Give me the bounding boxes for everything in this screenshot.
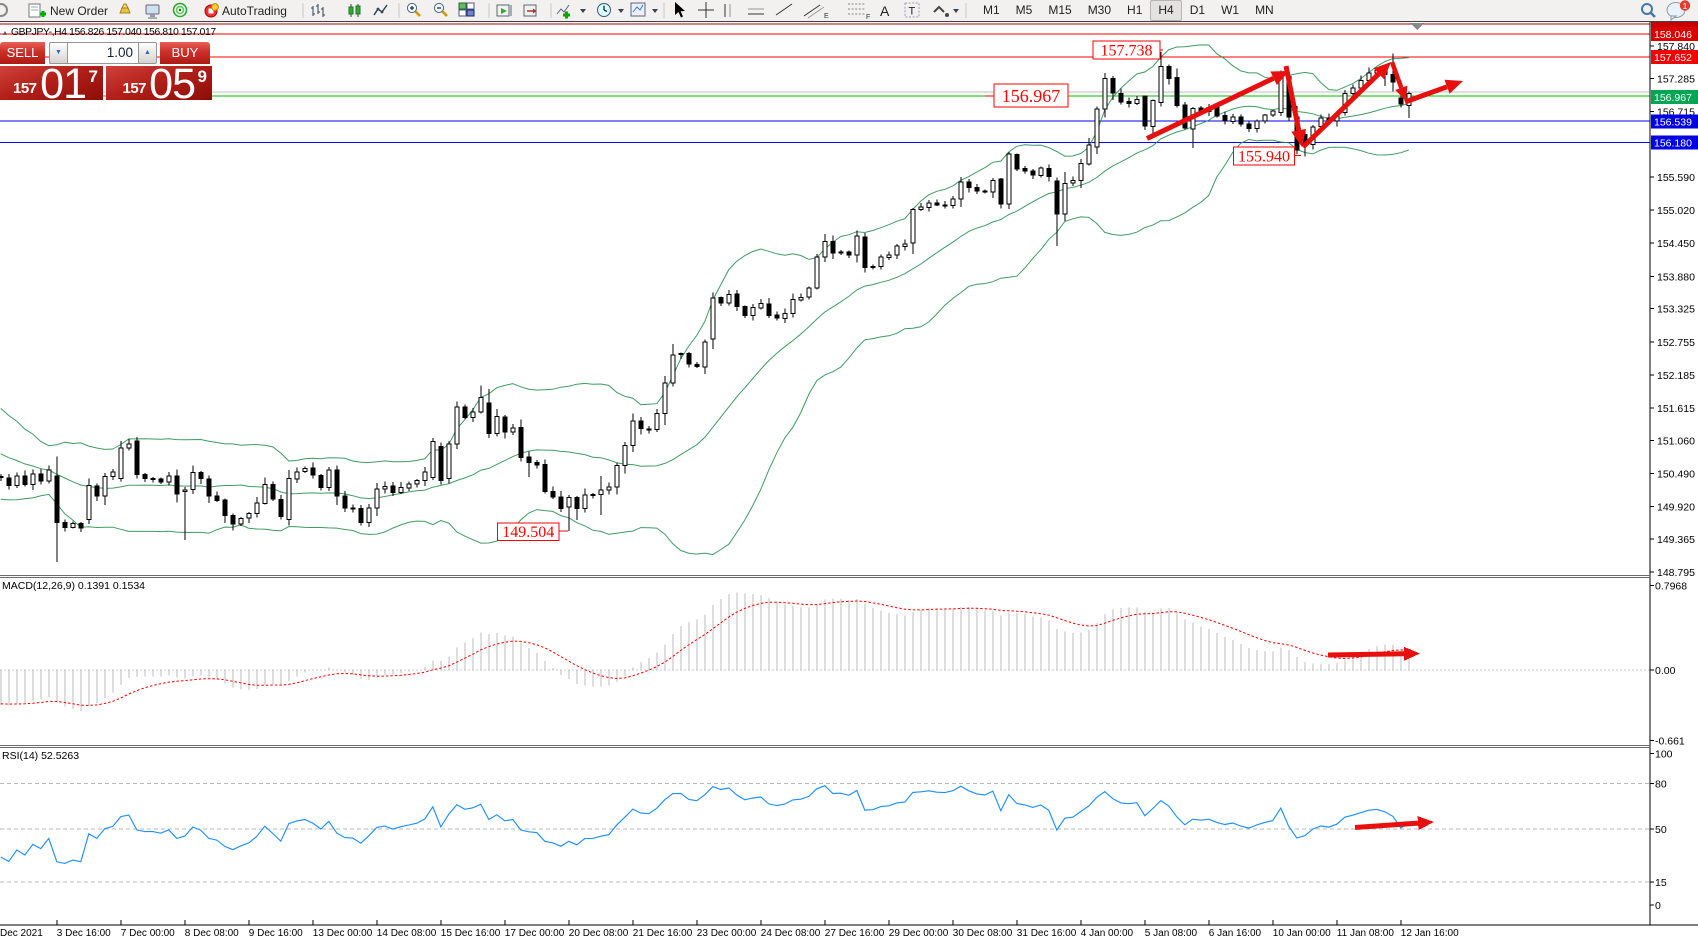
svg-text:27 Dec 16:00: 27 Dec 16:00 xyxy=(825,928,885,939)
svg-text:30 Dec 08:00: 30 Dec 08:00 xyxy=(953,928,1013,939)
svg-text:156.967: 156.967 xyxy=(1002,86,1061,106)
svg-text:100: 100 xyxy=(1655,748,1673,760)
svg-text:E: E xyxy=(824,13,829,20)
svg-text:149.504: 149.504 xyxy=(502,524,554,541)
svg-text:156.539: 156.539 xyxy=(1654,117,1692,129)
svg-text:A: A xyxy=(880,3,890,19)
svg-text:GBPJPY-,H4 156.826 157.040 15: GBPJPY-,H4 156.826 157.040 156.810 157.0… xyxy=(11,27,216,38)
svg-text:New Order: New Order xyxy=(50,4,108,18)
svg-text:158.046: 158.046 xyxy=(1654,29,1692,41)
svg-text:24 Dec 08:00: 24 Dec 08:00 xyxy=(761,928,821,939)
svg-text:Dec 2021: Dec 2021 xyxy=(0,928,43,939)
svg-text:151.060: 151.060 xyxy=(1657,435,1695,447)
svg-text:152.185: 152.185 xyxy=(1657,370,1695,382)
svg-text:11 Jan 08:00: 11 Jan 08:00 xyxy=(1337,928,1395,939)
svg-text:31 Dec 16:00: 31 Dec 16:00 xyxy=(1017,928,1077,939)
svg-text:0: 0 xyxy=(1655,900,1661,912)
svg-text:▴: ▴ xyxy=(3,28,7,37)
svg-text:21 Dec 16:00: 21 Dec 16:00 xyxy=(633,928,693,939)
svg-text:5 Jan 08:00: 5 Jan 08:00 xyxy=(1145,928,1198,939)
svg-text:0.00: 0.00 xyxy=(1655,665,1676,677)
svg-text:4 Jan 00:00: 4 Jan 00:00 xyxy=(1081,928,1134,939)
svg-text:9 Dec 16:00: 9 Dec 16:00 xyxy=(249,928,303,939)
svg-text:13 Dec 00:00: 13 Dec 00:00 xyxy=(313,928,373,939)
svg-text:1: 1 xyxy=(1683,1,1688,11)
svg-text:10 Jan 00:00: 10 Jan 00:00 xyxy=(1273,928,1331,939)
svg-text:15: 15 xyxy=(1655,877,1667,889)
svg-text:151.615: 151.615 xyxy=(1657,403,1695,415)
svg-text:15 Dec 16:00: 15 Dec 16:00 xyxy=(441,928,501,939)
svg-text:149.365: 149.365 xyxy=(1657,534,1695,546)
svg-text:156.180: 156.180 xyxy=(1654,138,1692,150)
svg-text:50: 50 xyxy=(1655,824,1667,836)
svg-text:153.325: 153.325 xyxy=(1657,304,1695,316)
svg-text:29 Dec 00:00: 29 Dec 00:00 xyxy=(889,928,949,939)
svg-text:149.920: 149.920 xyxy=(1657,502,1695,514)
svg-text:80: 80 xyxy=(1655,779,1667,791)
svg-text:RSI(14) 52.5263: RSI(14) 52.5263 xyxy=(2,750,79,762)
svg-text:148.795: 148.795 xyxy=(1657,567,1695,579)
svg-text:157.738: 157.738 xyxy=(1101,43,1153,60)
svg-text:MACD(12,26,9) 0.1391 0.1534: MACD(12,26,9) 0.1391 0.1534 xyxy=(2,580,145,592)
svg-text:T: T xyxy=(909,6,916,18)
svg-text:20 Dec 08:00: 20 Dec 08:00 xyxy=(569,928,629,939)
svg-text:155.020: 155.020 xyxy=(1657,205,1695,217)
svg-text:-0.661: -0.661 xyxy=(1655,735,1685,747)
svg-text:F: F xyxy=(866,14,870,21)
svg-text:154.450: 154.450 xyxy=(1657,238,1695,250)
svg-text:14 Dec 08:00: 14 Dec 08:00 xyxy=(377,928,437,939)
svg-text:AutoTrading: AutoTrading xyxy=(222,4,287,18)
svg-text:17 Dec 00:00: 17 Dec 00:00 xyxy=(505,928,565,939)
svg-text:3 Dec 16:00: 3 Dec 16:00 xyxy=(57,928,111,939)
svg-text:0.7968: 0.7968 xyxy=(1655,581,1687,593)
svg-text:6 Jan 16:00: 6 Jan 16:00 xyxy=(1209,928,1262,939)
svg-text:155.590: 155.590 xyxy=(1657,172,1695,184)
svg-text:152.755: 152.755 xyxy=(1657,337,1695,349)
svg-text:12 Jan 16:00: 12 Jan 16:00 xyxy=(1401,928,1459,939)
svg-text:157.652: 157.652 xyxy=(1654,52,1692,64)
svg-text:150.490: 150.490 xyxy=(1657,469,1695,481)
svg-text:157.285: 157.285 xyxy=(1657,73,1695,85)
svg-text:23 Dec 00:00: 23 Dec 00:00 xyxy=(697,928,757,939)
svg-text:156.967: 156.967 xyxy=(1654,92,1692,104)
svg-text:153.880: 153.880 xyxy=(1657,271,1695,283)
svg-text:155.940: 155.940 xyxy=(1238,149,1290,166)
svg-text:7 Dec 00:00: 7 Dec 00:00 xyxy=(121,928,175,939)
svg-text:8 Dec 08:00: 8 Dec 08:00 xyxy=(185,928,239,939)
